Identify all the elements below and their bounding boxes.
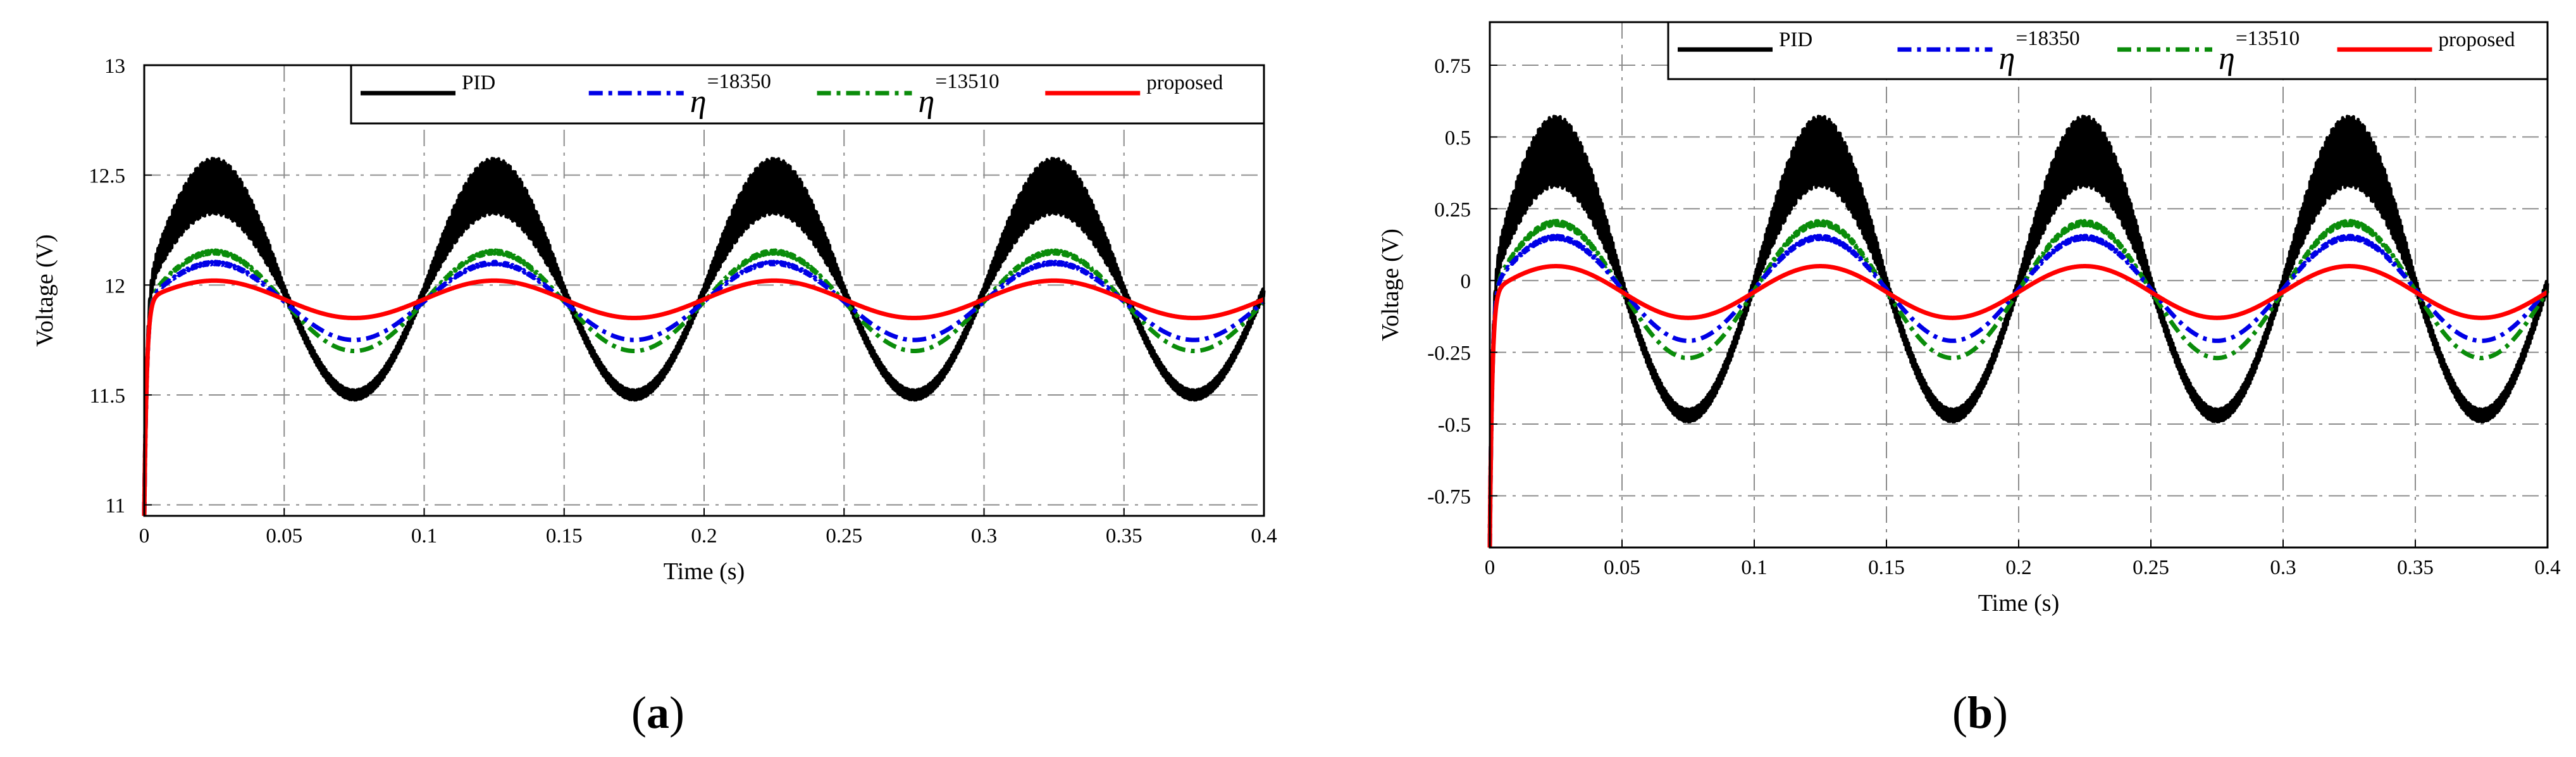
series-line-proposed — [1487, 264, 2549, 548]
y-tick-label: 0.5 — [1445, 127, 1471, 149]
y-tick-label: 0.25 — [1434, 199, 1471, 222]
panel-label: (a) — [631, 687, 684, 738]
legend-label: =18350 — [707, 70, 771, 93]
x-axis-label: Time (s) — [664, 558, 745, 585]
series-line-proposed — [142, 278, 1266, 516]
y-tick-label: -0.75 — [1427, 485, 1471, 508]
y-tick-label: -0.5 — [1438, 414, 1471, 437]
x-tick-label: 0.3 — [971, 525, 997, 547]
y-tick-label: 11 — [105, 495, 125, 518]
panel-letter: b — [1967, 687, 1993, 738]
y-axis-label: Voltage (V) — [1377, 228, 1404, 341]
y-tick-label: 0.75 — [1434, 55, 1471, 78]
legend-label: proposed — [1146, 72, 1223, 94]
legend-label: proposed — [2439, 28, 2515, 51]
legend-label: =13510 — [936, 70, 1000, 93]
panel-label: (b) — [1952, 687, 2008, 738]
y-tick-label: 12.5 — [89, 165, 125, 188]
x-axis: 0 0.05 0.1 0.15 0.2 0.25 0.3 0.35 0.4 — [139, 508, 1277, 547]
x-axis-label: Time (s) — [1978, 590, 2059, 616]
series-group — [1487, 115, 2549, 548]
x-tick-label: 0.05 — [266, 525, 302, 547]
x-tick-label: 0.25 — [2133, 556, 2169, 579]
series-line-13510 — [142, 248, 1266, 516]
legend-eta-symbol: η — [690, 84, 707, 120]
legend-label: =18350 — [2016, 27, 2080, 50]
x-tick-label: 0.3 — [2270, 556, 2296, 579]
y-tick-label: 13 — [104, 55, 125, 78]
series-line-pid — [1488, 115, 2549, 548]
x-tick-label: 0 — [139, 525, 150, 547]
x-tick-label: 0.4 — [2534, 556, 2560, 579]
x-tick-label: 0.15 — [1868, 556, 1905, 579]
x-tick-label: 0.2 — [2005, 556, 2031, 579]
series-group — [142, 156, 1266, 516]
legend-label: PID — [1779, 28, 1812, 51]
x-tick-label: 0.05 — [1604, 556, 1640, 579]
legend-eta-symbol: η — [1999, 41, 2016, 77]
x-tick-label: 0.15 — [546, 525, 583, 547]
x-tick-label: 0.25 — [826, 525, 862, 547]
y-axis-label: Voltage (V) — [32, 234, 58, 347]
x-tick-label: 0.4 — [1251, 525, 1277, 547]
chart-a: 0 0.05 0.1 0.15 0.2 0.25 0.3 0.35 0.4 11 11.5 12 12.… — [32, 55, 1277, 738]
x-tick-label: 0.35 — [1106, 525, 1142, 547]
x-tick-label: 0.2 — [691, 525, 717, 547]
x-tick-label: 0.35 — [2397, 556, 2434, 579]
legend-eta-symbol: η — [919, 84, 935, 120]
series-line-18350 — [1487, 234, 2549, 548]
x-tick-label: 0.1 — [1741, 556, 1767, 579]
y-axis: 11 11.5 12 12.5 13 — [89, 55, 152, 518]
chart-b: 0 0.05 0.1 0.15 0.2 0.25 0.3 0.35 0.4-0.75-0.5-0… — [1377, 21, 2561, 738]
series-line-13510 — [1487, 218, 2549, 548]
y-tick-label: -0.25 — [1427, 342, 1471, 365]
y-tick-label: 0 — [1461, 270, 1471, 293]
x-tick-label: 0.1 — [411, 525, 437, 547]
x-axis: 0 0.05 0.1 0.15 0.2 0.25 0.3 0.35 0.4 — [1485, 540, 2561, 579]
series-line-18350 — [142, 260, 1266, 516]
legend-label: =13510 — [2236, 27, 2300, 50]
x-tick-label: 0 — [1485, 556, 1495, 579]
y-tick-label: 11.5 — [89, 385, 125, 408]
y-axis: -0.75 -0.5 -0.25 0 0.25 0.5 0.75 — [1427, 55, 1497, 508]
panel-letter: a — [647, 687, 669, 738]
series-line-pid — [142, 156, 1266, 516]
legend-label: PID — [462, 72, 495, 94]
legend-eta-symbol: η — [2219, 41, 2235, 77]
y-tick-label: 12 — [104, 275, 125, 297]
